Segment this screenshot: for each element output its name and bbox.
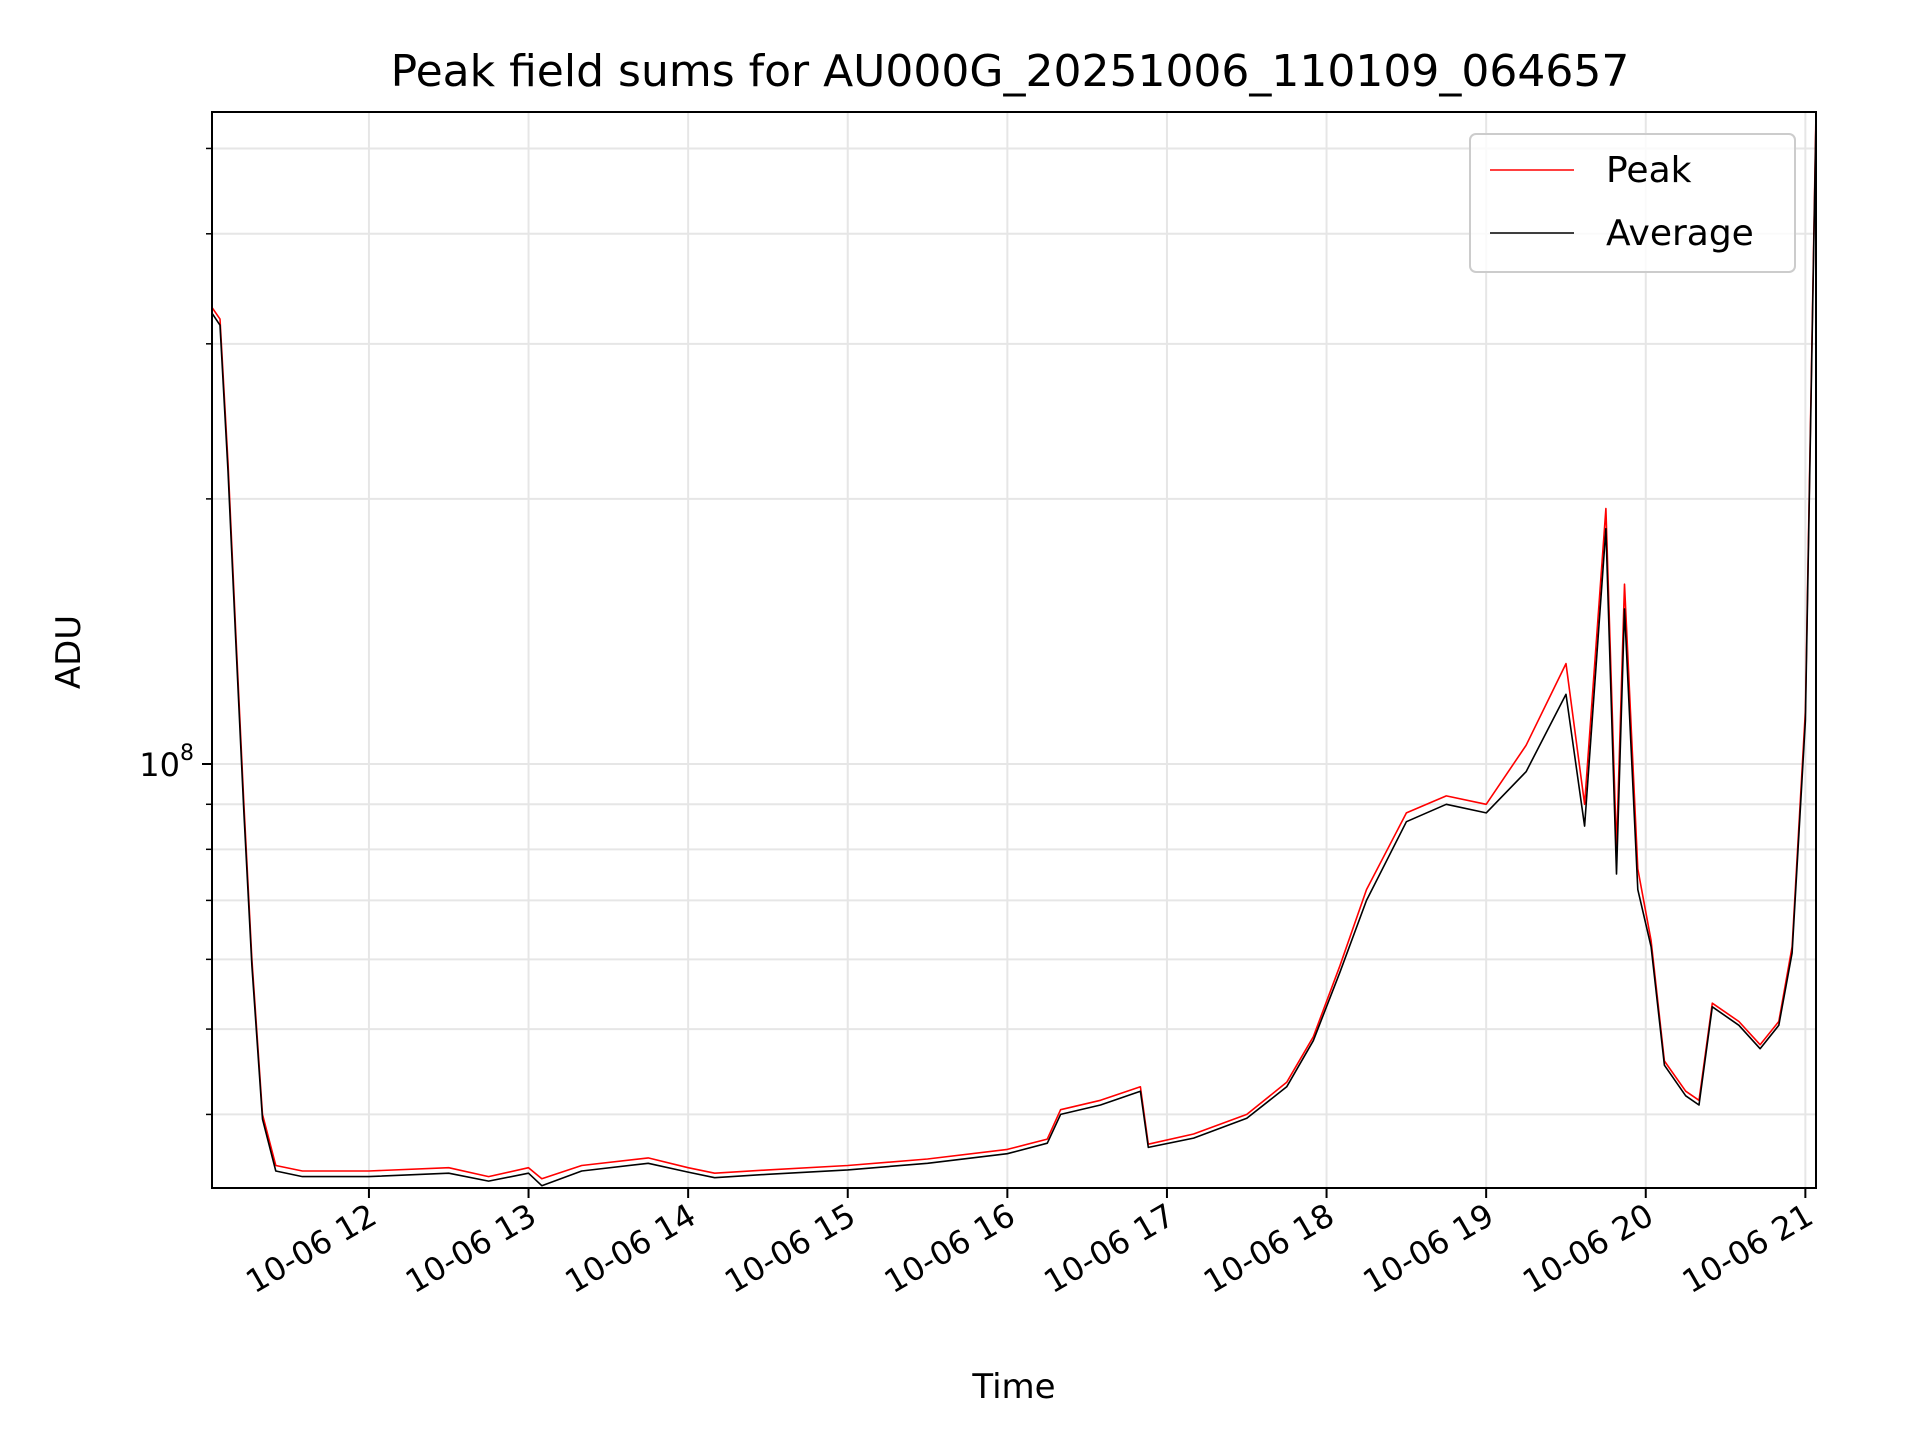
x-tick-label: 10-06 20 (1516, 1196, 1660, 1301)
legend: Peak Average (1469, 133, 1796, 273)
x-tick-label: 10-06 18 (1197, 1196, 1341, 1301)
x-tick-label: 10-06 15 (718, 1196, 862, 1301)
y-axis-label: ADU (49, 615, 89, 689)
chart-title: Peak field sums for AU000G_20251006_1101… (391, 46, 1630, 97)
legend-label-peak: Peak (1606, 150, 1692, 191)
x-axis-label: Time (971, 1367, 1055, 1407)
x-tick-label: 10-06 12 (239, 1196, 383, 1301)
legend-box (1469, 133, 1796, 273)
series-line-peak (212, 112, 1816, 1180)
series-line-average (212, 118, 1816, 1187)
x-tick-label: 10-06 21 (1676, 1196, 1820, 1301)
x-axis: 10-06 12 10-06 13 10-06 14 10-06 15 10-06 16… (239, 1188, 1819, 1301)
x-tick-label: 10-06 14 (559, 1196, 703, 1301)
x-tick-label: 10-06 19 (1357, 1196, 1501, 1301)
plot-frame (211, 111, 1817, 1189)
series-layer (212, 112, 1816, 1187)
grid (212, 112, 1816, 1188)
y-axis: 108 (139, 147, 212, 1116)
x-tick-label: 10-06 16 (878, 1196, 1022, 1301)
legend-label-average: Average (1606, 213, 1754, 254)
x-tick-label: 10-06 13 (399, 1196, 543, 1301)
y-tick-label: 108 (139, 741, 194, 784)
x-tick-label: 10-06 17 (1037, 1196, 1181, 1301)
